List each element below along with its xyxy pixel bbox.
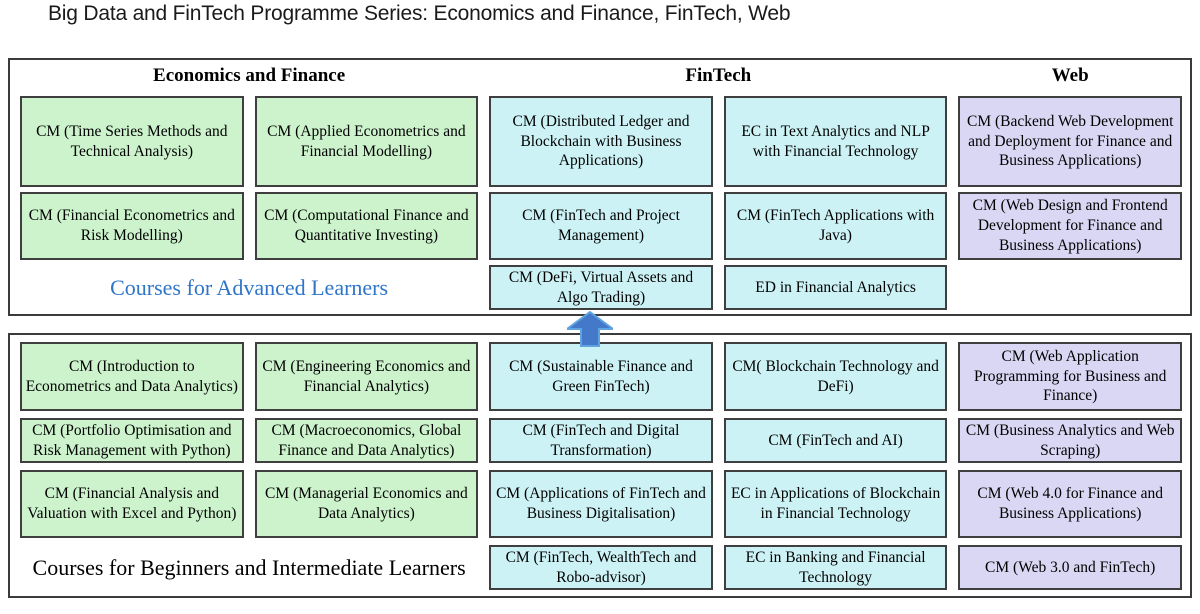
beginner-learners-caption: Courses for Beginners and Intermediate L… xyxy=(32,554,466,580)
beginner-learners-box: CM (Introduction to Econometrics and Dat… xyxy=(8,333,1192,598)
column-header-economics-finance: Economics and Finance xyxy=(153,65,346,86)
course-cell: CM (Introduction to Econometrics and Dat… xyxy=(20,342,244,411)
course-cell: CM (Applications of FinTech and Business… xyxy=(489,470,713,538)
course-cell: CM (Web Design and Frontend Development … xyxy=(958,192,1182,260)
course-cell: CM (Web Application Programming for Busi… xyxy=(958,342,1182,411)
column-header-web: Web xyxy=(1051,65,1089,86)
course-cell: CM (DeFi, Virtual Assets and Algo Tradin… xyxy=(489,265,713,310)
course-cell: EC in Applications of Blockchain in Fina… xyxy=(723,470,948,538)
course-cell: CM (Time Series Methods and Technical An… xyxy=(20,96,244,187)
course-cell: CM (Applied Econometrics and Financial M… xyxy=(254,96,479,187)
course-cell: CM (Macroeconomics, Global Finance and D… xyxy=(254,418,479,463)
course-cell: CM (Distributed Ledger and Blockchain wi… xyxy=(489,96,713,187)
course-cell: CM (Managerial Economics and Data Analyt… xyxy=(254,470,479,538)
course-cell: CM (FinTech and Digital Transformation) xyxy=(489,418,713,463)
advanced-learners-box: Economics and Finance FinTech Web CM (Ti… xyxy=(8,58,1192,316)
course-cell: CM (FinTech, WealthTech and Robo-advisor… xyxy=(489,545,713,590)
course-cell: CM (Web 3.0 and FinTech) xyxy=(958,545,1182,590)
course-cell: CM (FinTech Applications with Java) xyxy=(723,192,948,260)
course-cell: CM (Business Analytics and Web Scraping) xyxy=(958,418,1182,463)
course-cell: CM (FinTech and Project Management) xyxy=(489,192,713,260)
course-cell: CM (Engineering Economics and Financial … xyxy=(254,342,479,411)
course-cell: CM (Sustainable Finance and Green FinTec… xyxy=(489,342,713,411)
course-cell: CM (Backend Web Development and Deployme… xyxy=(958,96,1182,187)
course-cell: ED in Financial Analytics xyxy=(723,265,948,310)
course-cell: CM (Financial Econometrics and Risk Mode… xyxy=(20,192,244,260)
page-title: Big Data and FinTech Programme Series: E… xyxy=(48,2,791,25)
course-cell: EC in Text Analytics and NLP with Financ… xyxy=(723,96,948,187)
course-cell: EC in Banking and Financial Technology xyxy=(723,545,948,590)
course-cell: CM (Financial Analysis and Valuation wit… xyxy=(20,470,244,538)
column-header-fintech: FinTech xyxy=(685,65,752,86)
advanced-learners-caption: Courses for Advanced Learners xyxy=(110,274,389,300)
course-cell: CM( Blockchain Technology and DeFi) xyxy=(723,342,948,411)
course-cell: CM (Portfolio Optimisation and Risk Mana… xyxy=(20,418,244,463)
course-cell: CM (Web 4.0 for Finance and Business App… xyxy=(958,470,1182,538)
course-cell: CM (Computational Finance and Quantitati… xyxy=(254,192,479,260)
up-arrow-icon xyxy=(567,311,613,347)
course-cell: CM (FinTech and AI) xyxy=(723,418,948,463)
